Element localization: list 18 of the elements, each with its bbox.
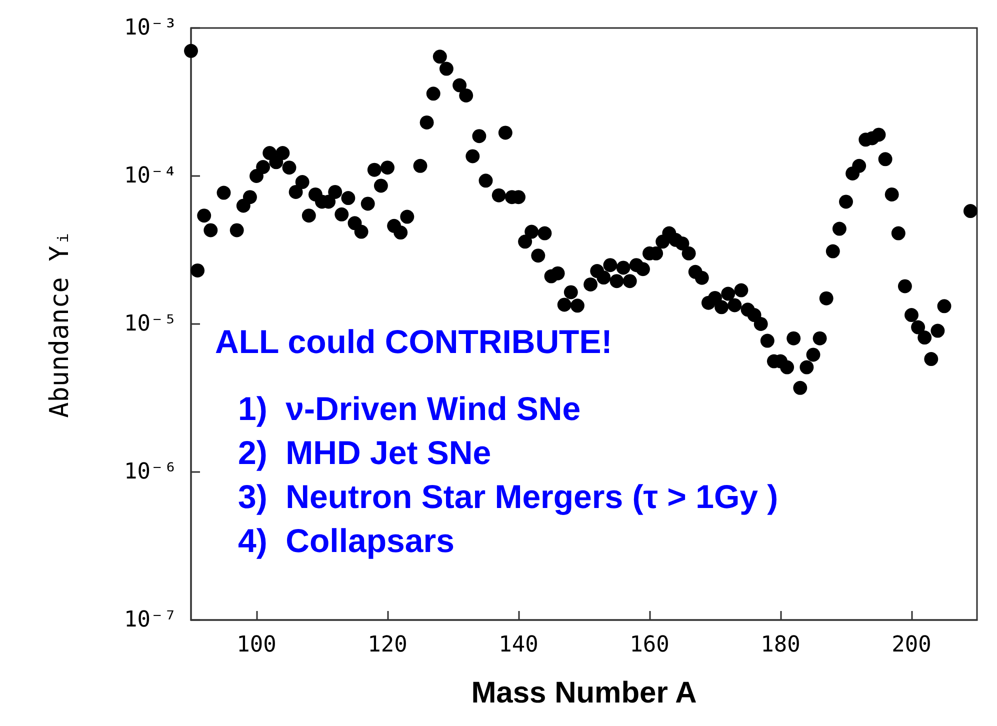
y-tick-label: 10⁻⁶ [124,460,177,484]
annotation: ALL could CONTRIBUTE! [215,323,612,360]
annotation: 4) Collapsars [238,522,454,559]
x-tick-label: 160 [630,632,670,658]
x-tick-label: 200 [892,632,932,658]
x-tick-label: 140 [498,632,538,658]
y-tick-label: 10⁻³ [124,16,177,40]
annotation: 3) Neutron Star Mergers (τ > 1Gy ) [238,478,778,515]
x-tick-label: 100 [236,632,276,658]
annotation: 2) MHD Jet SNe [238,434,492,471]
annotation: 1) ν-Driven Wind SNe [238,390,581,427]
y-tick-label: 10⁻⁵ [124,312,177,336]
y-tick-label: 10⁻⁴ [124,164,177,188]
y-axis-title: Abundance Yᵢ [45,230,75,418]
x-tick-label: 120 [368,632,408,658]
x-tick-label: 180 [760,632,800,658]
x-axis-title: Mass Number A [471,676,697,710]
y-tick-label: 10⁻⁷ [124,608,177,632]
